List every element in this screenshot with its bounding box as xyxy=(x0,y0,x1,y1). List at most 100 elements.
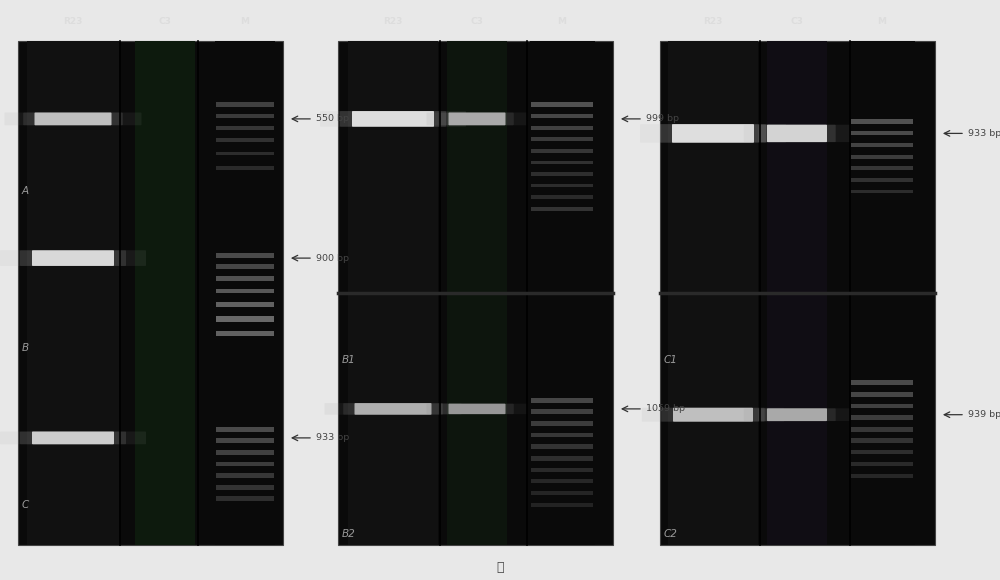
FancyBboxPatch shape xyxy=(0,250,146,266)
FancyBboxPatch shape xyxy=(20,432,126,444)
Bar xyxy=(668,41,758,545)
Bar xyxy=(850,41,914,545)
FancyBboxPatch shape xyxy=(744,125,850,142)
Bar xyxy=(531,206,593,211)
FancyBboxPatch shape xyxy=(448,113,505,125)
Bar xyxy=(851,450,913,455)
Bar xyxy=(851,438,913,443)
Bar xyxy=(216,264,274,269)
Bar xyxy=(851,380,913,385)
FancyBboxPatch shape xyxy=(660,124,766,143)
FancyBboxPatch shape xyxy=(640,124,786,143)
Bar xyxy=(216,462,274,466)
FancyBboxPatch shape xyxy=(320,111,466,126)
Text: B: B xyxy=(22,343,29,353)
Text: R23: R23 xyxy=(703,17,723,26)
Bar xyxy=(531,421,593,426)
Bar xyxy=(216,138,274,142)
FancyBboxPatch shape xyxy=(4,113,142,125)
Bar xyxy=(216,450,274,455)
FancyBboxPatch shape xyxy=(673,408,753,422)
Bar xyxy=(851,462,913,466)
FancyBboxPatch shape xyxy=(20,250,126,266)
FancyBboxPatch shape xyxy=(440,404,514,414)
Text: A: A xyxy=(22,186,29,197)
FancyBboxPatch shape xyxy=(758,125,836,142)
FancyBboxPatch shape xyxy=(744,408,850,421)
Text: 550 bp: 550 bp xyxy=(316,114,349,124)
Bar xyxy=(660,41,935,545)
Bar xyxy=(531,467,593,472)
Bar xyxy=(851,427,913,432)
FancyBboxPatch shape xyxy=(34,113,111,125)
Text: 900 bp: 900 bp xyxy=(316,253,349,263)
Bar xyxy=(531,148,593,153)
Text: C3: C3 xyxy=(471,17,483,26)
Bar xyxy=(531,502,593,507)
Bar xyxy=(216,485,274,490)
Bar xyxy=(216,438,274,443)
Bar xyxy=(531,137,593,141)
Bar xyxy=(531,195,593,199)
Text: 图: 图 xyxy=(496,561,504,574)
Bar xyxy=(851,404,913,408)
Bar xyxy=(216,289,274,293)
FancyBboxPatch shape xyxy=(340,111,446,126)
Bar xyxy=(851,415,913,420)
Text: M: M xyxy=(240,17,250,26)
Bar xyxy=(531,433,593,437)
FancyBboxPatch shape xyxy=(767,125,827,142)
Bar xyxy=(851,392,913,397)
FancyBboxPatch shape xyxy=(642,408,784,422)
Text: C1: C1 xyxy=(664,354,678,365)
Bar xyxy=(531,125,593,129)
Text: M: M xyxy=(558,17,566,26)
Bar xyxy=(216,473,274,478)
Bar xyxy=(215,41,275,545)
Text: R23: R23 xyxy=(63,17,83,26)
Bar xyxy=(531,114,593,118)
Text: 933 bp: 933 bp xyxy=(968,129,1000,138)
Bar xyxy=(135,41,195,545)
Text: C: C xyxy=(22,499,29,510)
Text: 1059 bp: 1059 bp xyxy=(646,404,685,414)
Bar xyxy=(531,102,593,107)
FancyBboxPatch shape xyxy=(426,113,528,125)
FancyBboxPatch shape xyxy=(343,403,443,415)
Text: C3: C3 xyxy=(159,17,171,26)
Bar xyxy=(531,491,593,495)
FancyBboxPatch shape xyxy=(352,111,434,126)
Bar xyxy=(216,114,274,118)
FancyBboxPatch shape xyxy=(324,403,462,415)
Bar xyxy=(447,41,507,545)
FancyBboxPatch shape xyxy=(0,432,146,444)
Bar xyxy=(216,276,274,281)
FancyBboxPatch shape xyxy=(32,432,114,444)
Bar xyxy=(531,444,593,449)
FancyBboxPatch shape xyxy=(661,408,765,422)
Text: 939 bp: 939 bp xyxy=(968,410,1000,419)
FancyBboxPatch shape xyxy=(440,113,514,125)
Bar xyxy=(531,172,593,176)
Text: 933 bp: 933 bp xyxy=(316,433,349,443)
Bar xyxy=(851,473,913,478)
Bar xyxy=(531,398,593,403)
FancyBboxPatch shape xyxy=(758,408,836,421)
Bar xyxy=(531,184,593,187)
Bar xyxy=(18,41,283,545)
Text: C3: C3 xyxy=(791,17,803,26)
FancyBboxPatch shape xyxy=(767,408,827,421)
Bar xyxy=(216,253,274,258)
FancyBboxPatch shape xyxy=(448,404,505,414)
Bar xyxy=(767,41,827,545)
Bar xyxy=(216,317,274,321)
Bar xyxy=(216,125,274,129)
Bar xyxy=(338,41,613,545)
Bar xyxy=(530,41,594,545)
Bar xyxy=(348,41,438,545)
Text: C2: C2 xyxy=(664,528,678,539)
Bar xyxy=(216,152,274,155)
FancyBboxPatch shape xyxy=(355,403,432,415)
Text: 999 bp: 999 bp xyxy=(646,114,679,124)
Bar xyxy=(531,456,593,461)
